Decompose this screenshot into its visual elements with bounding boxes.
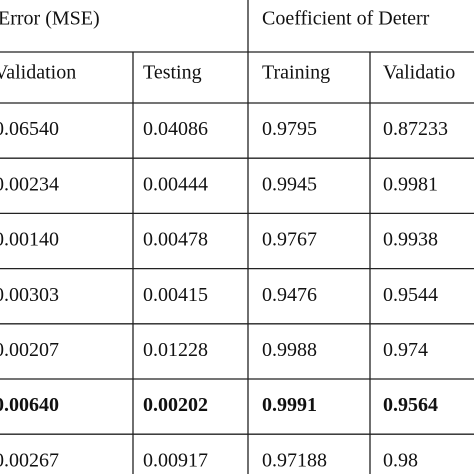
cell: 0.9564 bbox=[383, 394, 438, 416]
cell: 0.00640 bbox=[0, 394, 59, 416]
cell: 0.01228 bbox=[143, 339, 208, 361]
cell: 0.06540 bbox=[0, 118, 59, 140]
cell: 0.00207 bbox=[0, 339, 59, 361]
group-header: Error (MSE) bbox=[0, 8, 100, 30]
cell: 0.00917 bbox=[143, 449, 208, 471]
cell: 0.9981 bbox=[383, 173, 438, 195]
cell: 0.00267 bbox=[0, 449, 59, 471]
cell: 0.9991 bbox=[262, 394, 317, 416]
cell: 0.00140 bbox=[0, 229, 59, 251]
cell: 0.9988 bbox=[262, 339, 317, 361]
cell: 0.9795 bbox=[262, 118, 317, 140]
cell: 0.9945 bbox=[262, 173, 317, 195]
cell: 0.9544 bbox=[383, 284, 438, 306]
cell: 0.97188 bbox=[262, 449, 327, 471]
cell: 0.04086 bbox=[143, 118, 208, 140]
cell: 0.87233 bbox=[383, 118, 448, 140]
column-header: Training bbox=[262, 62, 330, 84]
cell: 0.00303 bbox=[0, 284, 59, 306]
cell: 0.9476 bbox=[262, 284, 317, 306]
cell: 0.00234 bbox=[0, 173, 59, 195]
column-header: Validation bbox=[0, 62, 76, 84]
cell: 0.9767 bbox=[262, 229, 317, 251]
cell: 0.98 bbox=[383, 449, 418, 471]
cell: 0.9938 bbox=[383, 229, 438, 251]
column-header: Validatio bbox=[383, 62, 455, 84]
cell: 0.00415 bbox=[143, 284, 208, 306]
cell: 0.00478 bbox=[143, 229, 208, 251]
column-header: Testing bbox=[143, 62, 202, 84]
group-header: Coefficient of Deterr bbox=[262, 8, 430, 30]
cell: 0.00202 bbox=[143, 394, 208, 416]
cell: 0.00444 bbox=[143, 173, 208, 195]
cell: 0.974 bbox=[383, 339, 428, 361]
